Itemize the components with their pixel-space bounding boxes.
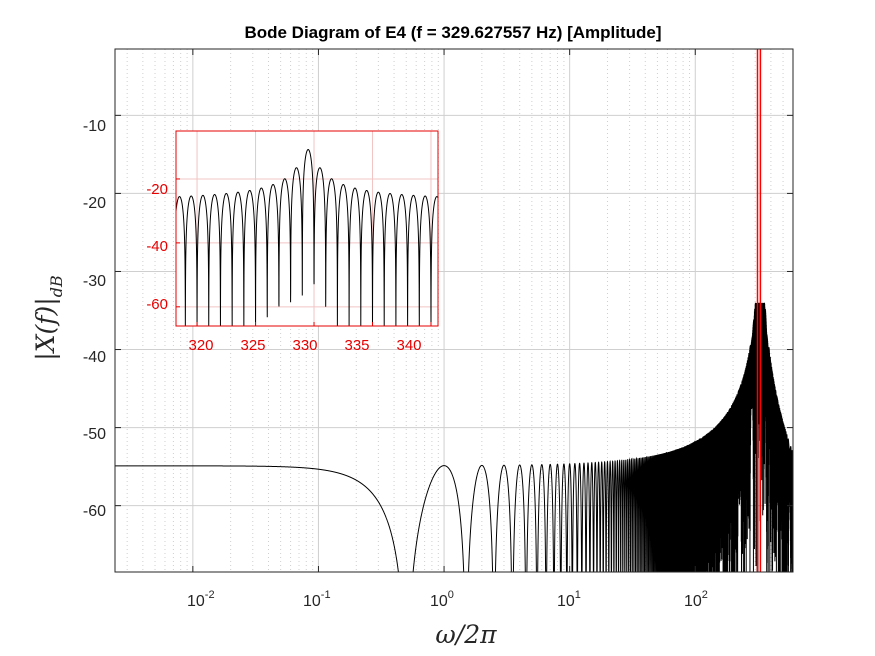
inset-plot-area [175, 130, 439, 327]
inset-axes-box [175, 130, 439, 327]
inset-y-tick-label: -40 [146, 238, 168, 255]
inset-x-tick-label: 335 [344, 337, 369, 354]
y-tick-labels: -10 -20 -30 -40 -50 -60 [83, 118, 106, 520]
y-tick-label: -30 [83, 273, 106, 290]
y-axis-label: |X(f)|dB [31, 275, 66, 361]
amplitude-series [115, 302, 794, 573]
inset-background [176, 131, 438, 326]
x-tick-label: 101 [557, 589, 581, 610]
inset-x-tick-label: 320 [188, 337, 213, 354]
inset-tick-marks [176, 178, 432, 326]
inset-y-tick-label: -20 [146, 181, 168, 198]
resonance-markers [756, 49, 762, 572]
inset-x-tick-label: 325 [240, 337, 265, 354]
x-tick-labels: 10-2 10-1 100 101 102 [187, 589, 708, 610]
inset-x-tick-label: 340 [396, 337, 421, 354]
x-tick-label: 102 [684, 589, 708, 610]
x-tick-label: 100 [430, 589, 454, 610]
y-tick-label: -60 [83, 503, 106, 520]
x-axis-label: ω/2π [435, 620, 497, 649]
inset-amplitude-line [175, 149, 439, 327]
inset-x-tick-labels: 320 325 330 335 340 [188, 337, 421, 354]
y-tick-label: -50 [83, 426, 106, 443]
x-tick-label: 10-1 [303, 589, 331, 610]
y-tick-label: -20 [83, 195, 106, 212]
chart-title: Bode Diagram of E4 (f = 329.627557 Hz) [… [244, 23, 661, 42]
x-tick-label: 10-2 [187, 589, 215, 610]
inset-x-tick-label: 330 [292, 337, 317, 354]
amplitude-line [115, 302, 794, 573]
inset-y-tick-labels: -20 -40 -60 [146, 181, 168, 313]
main-tick-marks [115, 49, 793, 572]
y-tick-label: -40 [83, 349, 106, 366]
main-axes-box [114, 48, 794, 573]
inset-amplitude-series [175, 149, 439, 327]
y-tick-label: -10 [83, 118, 106, 135]
inset-y-tick-label: -60 [146, 296, 168, 313]
